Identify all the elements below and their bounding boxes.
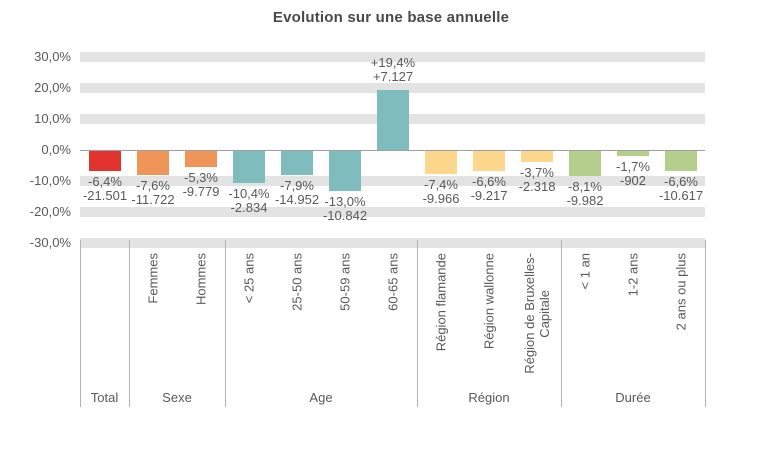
group-divider bbox=[129, 240, 130, 407]
category-label: 60-65 ans bbox=[385, 253, 401, 311]
bar-count-label: -9.982 bbox=[566, 193, 604, 209]
category-label: < 1 an bbox=[577, 253, 593, 290]
bar-pct-label: -6,6% bbox=[472, 174, 506, 190]
bar-value-label: -13,0% -10.842 bbox=[297, 195, 393, 223]
group-label: Région bbox=[468, 390, 510, 405]
bar-value-label: -8,1% -9.982 bbox=[537, 180, 633, 208]
category-label: < 25 ans bbox=[241, 253, 257, 304]
bar bbox=[89, 151, 121, 171]
bar-value-label: -3,7% -2.318 bbox=[489, 166, 585, 194]
bar-count-label: -10.617 bbox=[658, 188, 704, 204]
bar-count-label: -11.722 bbox=[131, 191, 175, 207]
bar-count-label: -14.952 bbox=[274, 192, 320, 208]
bar bbox=[569, 151, 601, 177]
group-divider bbox=[417, 240, 418, 407]
category-label: Région flamande bbox=[433, 253, 449, 352]
y-axis-tick-label: 30,0% bbox=[34, 49, 71, 64]
bar bbox=[377, 89, 409, 150]
bar-value-label: -6,6% -9.217 bbox=[441, 175, 537, 203]
bar-pct-label: -13,0% bbox=[324, 194, 366, 210]
group-divider bbox=[80, 240, 81, 407]
bar-pct-label: -7,4% bbox=[424, 176, 458, 192]
bar-count-label: -9.779 bbox=[182, 184, 220, 200]
group-divider bbox=[225, 240, 226, 407]
group-divider bbox=[561, 240, 562, 407]
category-label: Région wallonne bbox=[481, 253, 497, 350]
bar bbox=[281, 151, 313, 176]
bar-count-label: -21.501 bbox=[82, 187, 128, 203]
category-label: Région de Bruxelles- Capitale bbox=[522, 253, 552, 374]
y-axis-tick-label: -30,0% bbox=[29, 235, 71, 250]
y-axis-tick-label: -20,0% bbox=[29, 204, 71, 219]
zero-axis-line bbox=[80, 150, 705, 151]
bar-value-label: -7,9% -14.952 bbox=[249, 179, 345, 207]
group-label: Age bbox=[309, 390, 333, 405]
bar-count-label: +7.127 bbox=[372, 68, 414, 84]
bar bbox=[521, 151, 553, 163]
bar-pct-label: +19,4% bbox=[370, 54, 416, 70]
category-label: 2 ans ou plus bbox=[673, 253, 689, 331]
category-label: 1-2 ans bbox=[625, 253, 641, 297]
bar-count-label: -2.318 bbox=[518, 179, 556, 195]
bar-pct-label: -6,6% bbox=[664, 174, 698, 190]
bar bbox=[665, 151, 697, 172]
bar-pct-label: -7,6% bbox=[136, 177, 170, 193]
bar bbox=[473, 151, 505, 172]
group-divider bbox=[705, 240, 706, 407]
y-axis-tick-label: 0,0% bbox=[41, 142, 71, 157]
bar-count-label: -10.842 bbox=[322, 208, 368, 224]
bar-value-label: -10,4% -2.834 bbox=[201, 187, 297, 215]
bar bbox=[617, 151, 649, 157]
gridline-band bbox=[80, 238, 705, 248]
bar-value-label: -7,4% -9.966 bbox=[393, 176, 489, 206]
bar-pct-label: -1,7% bbox=[616, 159, 650, 175]
bar bbox=[329, 151, 361, 192]
bar-pct-label: -5,3% bbox=[184, 170, 218, 186]
bar-count-label: -9.217 bbox=[470, 188, 508, 204]
category-label: Hommes bbox=[193, 253, 209, 306]
bar bbox=[233, 151, 265, 184]
bar-value-label: -5,3% -9.779 bbox=[153, 171, 249, 199]
gridline-band bbox=[80, 176, 705, 186]
bar bbox=[425, 151, 457, 174]
gridline-band bbox=[80, 52, 705, 62]
group-label: Total bbox=[90, 390, 119, 405]
category-label: 25-50 ans bbox=[289, 253, 305, 311]
bar-count-label: -902 bbox=[619, 173, 647, 189]
bar-pct-label: -10,4% bbox=[228, 186, 270, 202]
bar-count-label: -2.834 bbox=[230, 200, 268, 216]
y-axis-tick-label: 10,0% bbox=[34, 111, 71, 126]
group-label: Durée bbox=[615, 390, 651, 405]
y-axis-tick-label: 20,0% bbox=[34, 80, 71, 95]
bar bbox=[137, 151, 169, 175]
bar-count-label: -9.966 bbox=[422, 190, 460, 206]
group-label: Sexe bbox=[162, 390, 192, 405]
category-label: Femmes bbox=[145, 253, 161, 304]
bar-pct-label: -3,7% bbox=[520, 165, 554, 181]
chart-title: Evolution sur une base annuelle bbox=[272, 9, 510, 26]
gridline-band bbox=[80, 83, 705, 93]
bar-pct-label: -8,1% bbox=[568, 179, 602, 195]
bar-pct-label: -6,4% bbox=[88, 173, 122, 189]
bar-pct-label: -7,9% bbox=[280, 178, 314, 194]
y-axis-tick-label: -10,0% bbox=[29, 173, 71, 188]
bar-value-label: -7,6% -11.722 bbox=[105, 177, 201, 207]
bar-value-label: -6,6% -10.617 bbox=[633, 175, 729, 203]
bar-value-label: -6,4% -21.501 bbox=[57, 173, 153, 203]
bar-value-label: +19,4% +7.127 bbox=[345, 54, 441, 84]
category-label: 50-59 ans bbox=[337, 253, 353, 311]
bar bbox=[185, 151, 217, 168]
bar-value-label: -1,7% -902 bbox=[585, 160, 681, 188]
gridline-band bbox=[80, 207, 705, 217]
